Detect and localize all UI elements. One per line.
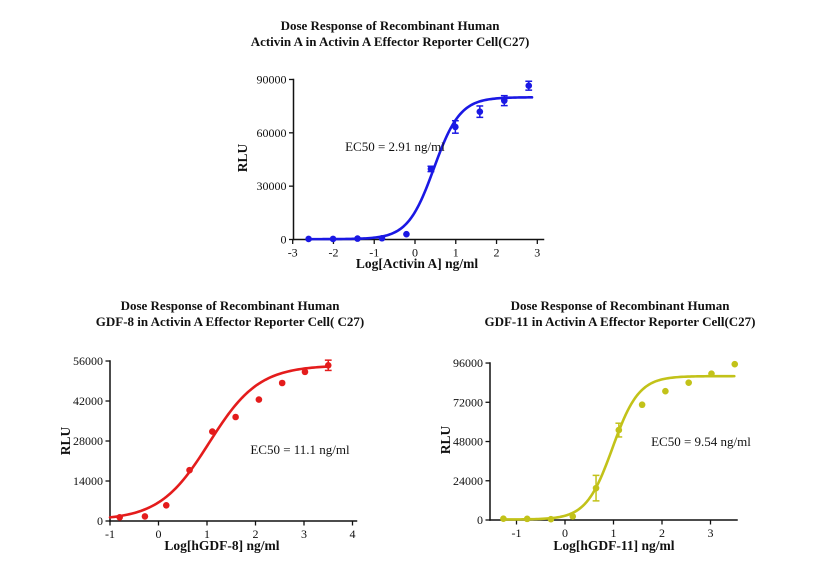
y-tick-label: 60000	[257, 126, 287, 140]
data-point	[452, 123, 459, 131]
x-tick-label: -1	[369, 246, 379, 260]
y-tick-label: 48000	[453, 435, 483, 449]
x-axis-label: Log[hGDF-11] ng/ml	[553, 538, 674, 553]
chart-title-gdf-11: Dose Response of Recombinant Human GDF-1…	[420, 298, 820, 330]
data-point	[354, 235, 361, 242]
data-point	[403, 230, 410, 238]
chart-title-activin-a: Dose Response of Recombinant Human Activ…	[150, 18, 630, 50]
chart-gdf-8: Dose Response of Recombinant Human GDF-8…	[30, 296, 430, 576]
plot-activin-a: -3 -2 -1 0 1 2 3 0 30000 60000 90000 Log[Activin A]…	[235, 72, 545, 271]
x-tick-label: 2	[253, 527, 259, 541]
data-point	[162, 501, 170, 509]
plot-gdf-11: -1 0 1 2 3 0 24000 48000 72000 96000 Log[hGDF-11] …	[438, 356, 751, 553]
x-tick-label: 1	[611, 526, 617, 540]
x-tick-label: 3	[534, 246, 540, 260]
data-point	[378, 234, 386, 242]
y-tick-label: 90000	[257, 72, 287, 86]
data-point	[255, 396, 263, 403]
y-tick-label: 0	[281, 233, 287, 247]
data-point	[116, 513, 123, 521]
y-tick-label: 0	[477, 513, 483, 527]
x-tick-label: -1	[512, 526, 522, 540]
y-tick-label: 0	[97, 514, 103, 528]
data-point	[186, 466, 193, 474]
data-point	[232, 413, 239, 421]
x-tick-label: 4	[350, 527, 356, 541]
y-tick-label: 96000	[453, 356, 483, 370]
y-tick-label: 28000	[73, 434, 103, 448]
x-tick-label: 3	[301, 527, 307, 541]
fit-curve	[108, 365, 331, 519]
chart-title-gdf-8: Dose Response of Recombinant Human GDF-8…	[30, 298, 430, 330]
data-point	[301, 368, 309, 376]
chart-title-line2: GDF-8 in Activin A Effector Reporter Cel…	[95, 314, 365, 329]
x-tick-label: 0	[412, 246, 418, 260]
x-axis-label: Log[Activin A] ng/ml	[356, 256, 479, 271]
y-tick-label: 24000	[453, 474, 483, 488]
data-point	[500, 97, 508, 104]
chart-title-line1: Dose Response of Recombinant Human	[280, 18, 500, 33]
data-point	[569, 513, 577, 520]
x-tick-label: 0	[562, 526, 568, 540]
y-axis-label: RLU	[58, 427, 73, 456]
data-point	[209, 428, 216, 435]
y-tick-label: 30000	[257, 179, 287, 193]
data-point	[525, 82, 533, 90]
x-tick-label: -2	[328, 246, 338, 260]
data-point	[476, 108, 484, 115]
data-point	[592, 484, 600, 492]
ec50-annotation: EC50 = 2.91 ng/ml	[345, 139, 445, 154]
y-tick-label: 42000	[73, 394, 103, 408]
data-point	[141, 513, 149, 520]
y-tick-label: 72000	[453, 395, 483, 409]
data-point	[547, 515, 555, 523]
data-point	[427, 165, 435, 173]
x-tick-label: -1	[105, 527, 115, 541]
chart-title-line1: Dose Response of Recombinant Human	[510, 298, 730, 313]
plot-gdf-8: -1 0 1 2 3 4014000280004200056000Log[hGDF-8] …	[58, 354, 358, 553]
fit-curve	[307, 96, 534, 241]
data-point	[500, 515, 507, 522]
data-point	[662, 387, 669, 395]
data-point	[329, 235, 337, 243]
ec50-annotation: EC50 = 9.54 ng/ml	[651, 434, 751, 449]
x-tick-label: 0	[156, 527, 162, 541]
data-point	[638, 401, 646, 409]
y-axis-label: RLU	[438, 426, 453, 455]
x-tick-label: -3	[288, 246, 298, 260]
x-tick-label: 2	[494, 246, 500, 260]
chart-gdf-11: Dose Response of Recombinant Human GDF-1…	[420, 296, 820, 576]
x-tick-label: 3	[708, 526, 714, 540]
y-tick-label: 56000	[73, 354, 103, 368]
x-tick-label: 2	[659, 526, 665, 540]
chart-activin-a: Dose Response of Recombinant Human Activ…	[150, 16, 630, 288]
data-point	[685, 379, 692, 386]
x-axis-label: Log[hGDF-8] ng/ml	[164, 538, 279, 553]
chart-title-line2: GDF-11 in Activin A Effector Reporter Ce…	[484, 314, 756, 329]
y-axis-label: RLU	[235, 144, 250, 173]
data-point	[305, 235, 312, 243]
x-tick-label: 1	[204, 527, 210, 541]
ec50-annotation: EC50 = 11.1 ng/ml	[250, 442, 350, 457]
data-point	[731, 360, 739, 368]
chart-title-line1: Dose Response of Recombinant Human	[120, 298, 340, 313]
x-tick-label: 1	[453, 246, 459, 260]
data-point	[615, 426, 623, 434]
data-point	[523, 515, 531, 523]
data-point	[708, 370, 715, 377]
y-tick-label: 14000	[73, 474, 103, 488]
data-point	[324, 361, 332, 369]
data-point	[278, 379, 286, 387]
chart-title-line2: Activin A in Activin A Effector Reporter…	[250, 34, 530, 49]
